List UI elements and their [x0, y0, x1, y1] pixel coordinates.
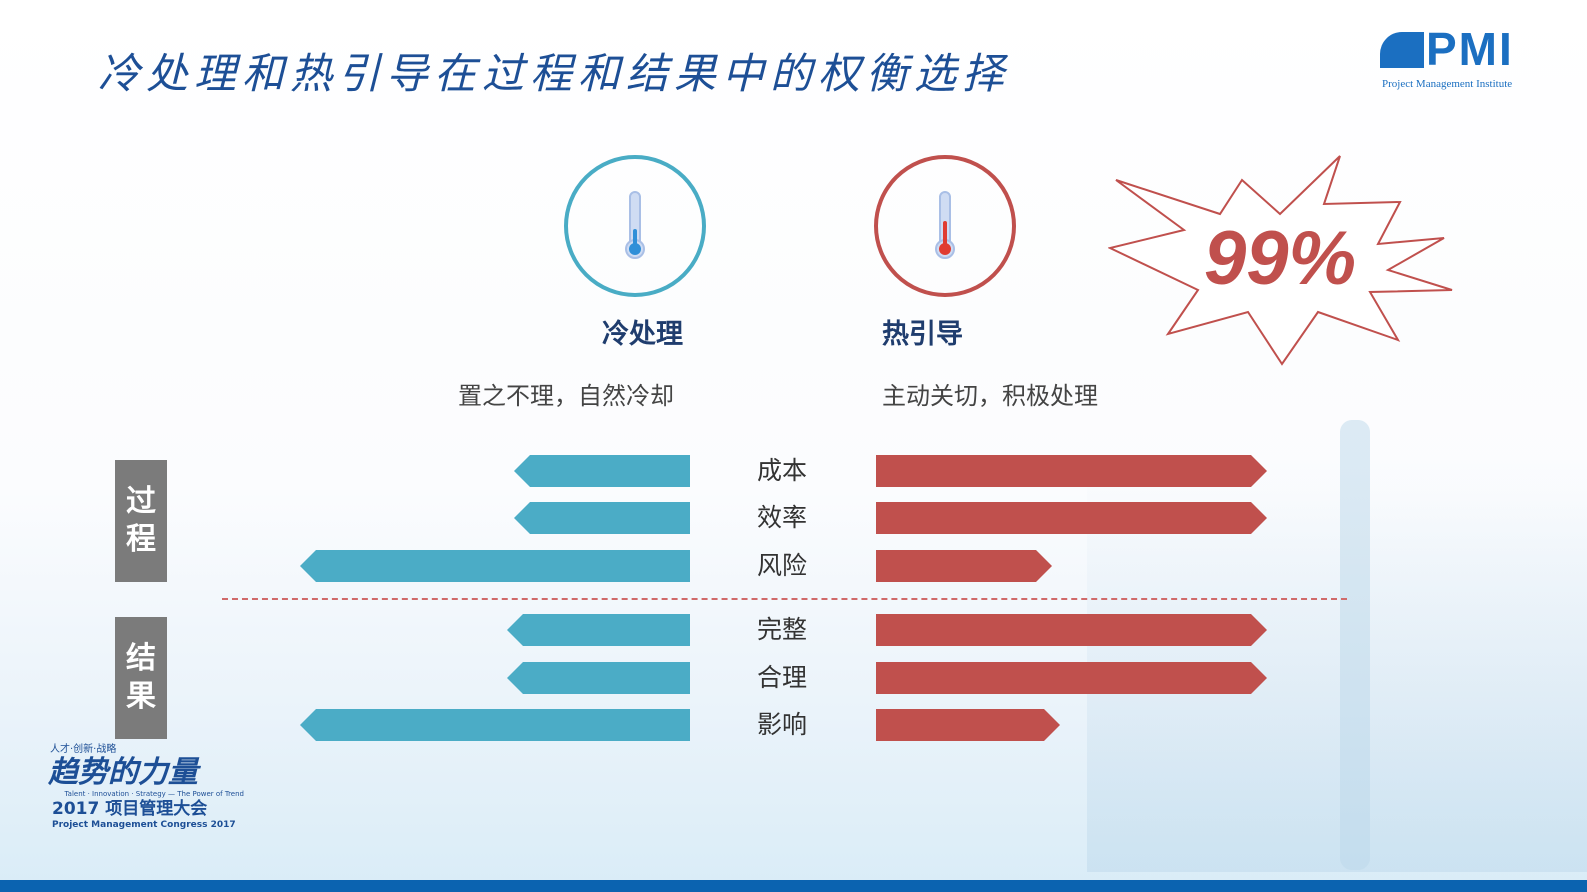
cold-label: 冷处理 [602, 319, 683, 350]
congress-year-title: 2017 项目管理大会 [52, 799, 208, 819]
cold-bar [300, 709, 690, 741]
cold-bar [507, 662, 690, 694]
group-divider [222, 598, 1347, 600]
category-label: 风险 [756, 551, 807, 580]
hot-label: 热引导 [882, 319, 963, 350]
category-label: 影响 [756, 710, 807, 739]
hot-description: 主动关切，积极处理 [882, 382, 1098, 410]
badge-text: 99% [1204, 216, 1356, 301]
pmi-logo-mark: PMI [1426, 23, 1514, 75]
slide-title: 冷处理和热引导在过程和结果中的权衡选择 [98, 49, 1011, 98]
congress-name: 趋势的力量 [48, 755, 198, 790]
cold-description: 置之不理，自然冷却 [458, 382, 674, 410]
globe-icon [1380, 32, 1424, 68]
cold-bar [507, 614, 690, 646]
congress-tagline: 人才·创新·战略 [50, 744, 117, 755]
bottom-bar [0, 880, 1587, 892]
cold-bar [514, 502, 690, 534]
cold-bar [300, 550, 690, 582]
hot-bar [876, 550, 1052, 582]
pmi-logo: PMI Project Management Institute [1380, 26, 1540, 96]
congress-english-tag: Talent · Innovation · Strategy — The Pow… [64, 790, 244, 798]
category-label: 合理 [756, 663, 807, 692]
hot-bar [876, 502, 1267, 534]
group-label-process: 过程 [115, 460, 167, 582]
pmi-logo-subtitle: Project Management Institute [1382, 78, 1513, 90]
cold-thermometer-circle [564, 155, 706, 297]
hot-bar [876, 614, 1267, 646]
congress-logo: 人才·创新·战略 趋势的力量 Talent · Innovation · Str… [44, 744, 244, 831]
thermometer-high-icon [935, 191, 955, 261]
tower-background [1340, 420, 1370, 870]
group-label-result: 结果 [115, 617, 167, 739]
hot-bar [876, 662, 1267, 694]
cold-bar [514, 455, 690, 487]
hot-bar [876, 709, 1060, 741]
congress-english: Project Management Congress 2017 [52, 820, 236, 830]
category-label: 效率 [756, 503, 807, 532]
starburst-badge: 99% [1108, 155, 1453, 366]
starburst-shape [1108, 155, 1453, 366]
hot-thermometer-circle [874, 155, 1016, 297]
thermometer-low-icon [625, 191, 645, 261]
category-label: 成本 [756, 456, 807, 485]
category-label: 完整 [756, 615, 807, 644]
hot-bar [876, 455, 1267, 487]
